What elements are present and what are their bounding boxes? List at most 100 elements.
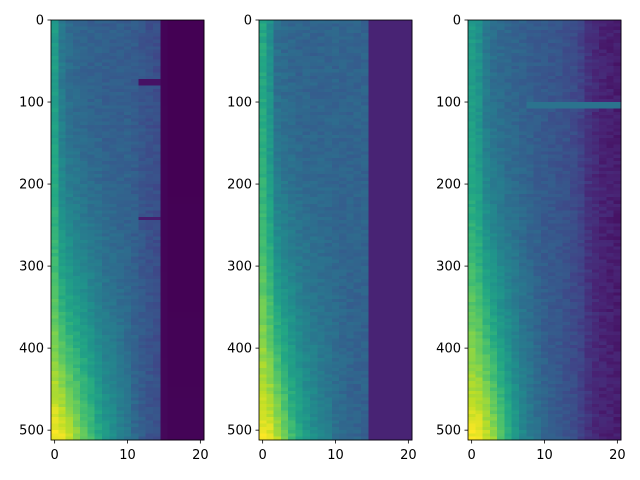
heatmap-cell	[324, 289, 333, 293]
heatmap-cell	[145, 111, 154, 116]
heatmap-cell	[324, 220, 333, 224]
heatmap-cell	[182, 243, 190, 247]
heatmap-cell	[123, 92, 132, 96]
heatmap-cell	[273, 29, 282, 34]
heatmap-cell	[266, 213, 274, 218]
heatmap-cell	[317, 266, 325, 270]
heatmap-cell	[51, 269, 59, 274]
x-tick-label: 10	[119, 448, 136, 463]
heatmap-cell	[87, 39, 96, 44]
heatmap-cell	[102, 312, 110, 316]
heatmap-cell	[280, 269, 289, 274]
heatmap-cell	[102, 371, 110, 375]
heatmap-cell	[273, 72, 282, 77]
heatmap-cell	[266, 384, 274, 388]
heatmap-cell	[123, 354, 132, 359]
heatmap-cell	[259, 121, 267, 126]
heatmap-cell	[160, 197, 168, 201]
heatmap-cell	[182, 249, 190, 254]
heatmap-cell	[72, 256, 81, 260]
heatmap-cell	[280, 180, 289, 185]
heatmap-cell	[288, 318, 296, 323]
heatmap-cell	[375, 321, 384, 326]
heatmap-cell	[123, 308, 132, 313]
heatmap-cell	[324, 272, 333, 277]
heatmap-cell	[189, 390, 198, 395]
heatmap-cell	[174, 266, 183, 270]
heatmap-cell	[153, 226, 161, 231]
heatmap-cell	[109, 151, 117, 155]
heatmap-cell	[273, 256, 282, 260]
heatmap-cell	[273, 52, 282, 57]
heatmap-cell	[153, 289, 161, 293]
heatmap-cell	[266, 410, 274, 415]
heatmap-cell	[182, 36, 190, 41]
heatmap-cell	[288, 56, 296, 60]
heatmap-cell	[72, 321, 81, 326]
heatmap-cell	[109, 147, 117, 152]
heatmap-cell	[259, 69, 267, 73]
heatmap-cell	[72, 397, 81, 402]
heatmap-cell	[339, 249, 347, 254]
heatmap-cell	[153, 272, 161, 277]
heatmap-cell	[382, 69, 391, 73]
heatmap-cell	[123, 380, 132, 385]
heatmap-cell	[80, 377, 88, 382]
heatmap-cell	[87, 321, 96, 326]
heatmap-cell	[174, 115, 183, 119]
heatmap-cell	[382, 207, 391, 211]
heatmap-cell	[167, 144, 176, 149]
heatmap-cell	[361, 407, 369, 411]
heatmap-cell	[153, 433, 161, 438]
heatmap-cell	[259, 82, 267, 87]
heatmap-cell	[295, 400, 304, 405]
heatmap-cell	[382, 193, 391, 198]
heatmap-cell	[131, 72, 139, 77]
heatmap-cell	[302, 154, 311, 159]
heatmap-cell	[87, 371, 96, 375]
heatmap-cell	[160, 88, 168, 93]
heatmap-cell	[160, 49, 168, 54]
heatmap-cell	[302, 295, 311, 300]
heatmap-cell	[346, 216, 355, 221]
heatmap-cell	[339, 233, 347, 237]
heatmap-cell	[368, 410, 376, 415]
heatmap-cell	[375, 29, 384, 34]
heatmap-cell	[109, 252, 117, 257]
heatmap-cell	[72, 56, 81, 60]
heatmap-cell	[280, 321, 289, 326]
heatmap-cell	[189, 92, 198, 96]
heatmap-cell	[80, 256, 88, 260]
heatmap-cell	[259, 400, 267, 405]
heatmap-cell	[138, 249, 147, 254]
heatmap-cell	[346, 295, 355, 300]
heatmap-cell	[167, 108, 176, 113]
heatmap-cell	[87, 380, 96, 385]
heatmap-cell	[339, 128, 347, 132]
heatmap-cell	[145, 436, 154, 441]
heatmap-cell	[160, 275, 168, 280]
heatmap-cell	[339, 367, 347, 372]
heatmap-cell	[109, 20, 117, 24]
heatmap-cell	[339, 397, 347, 402]
heatmap-cell	[353, 430, 362, 434]
heatmap-cell	[153, 197, 161, 201]
heatmap-cell	[310, 26, 318, 31]
heatmap-cell	[182, 210, 190, 214]
heatmap-cell	[160, 341, 168, 346]
heatmap-cell	[339, 357, 347, 362]
heatmap-cell	[339, 167, 347, 172]
heatmap-cell	[324, 374, 333, 379]
heatmap-cell	[310, 410, 318, 415]
heatmap-cell	[331, 125, 340, 129]
heatmap-cell	[72, 95, 81, 100]
heatmap-cell	[273, 249, 282, 254]
heatmap-cell	[368, 177, 376, 182]
heatmap-cell	[361, 430, 369, 434]
heatmap-cell	[182, 170, 190, 175]
heatmap-cell	[182, 371, 190, 375]
heatmap-cell	[273, 170, 282, 175]
heatmap-cell	[295, 26, 304, 31]
heatmap-cell	[94, 364, 103, 369]
heatmap-cell	[123, 154, 132, 159]
